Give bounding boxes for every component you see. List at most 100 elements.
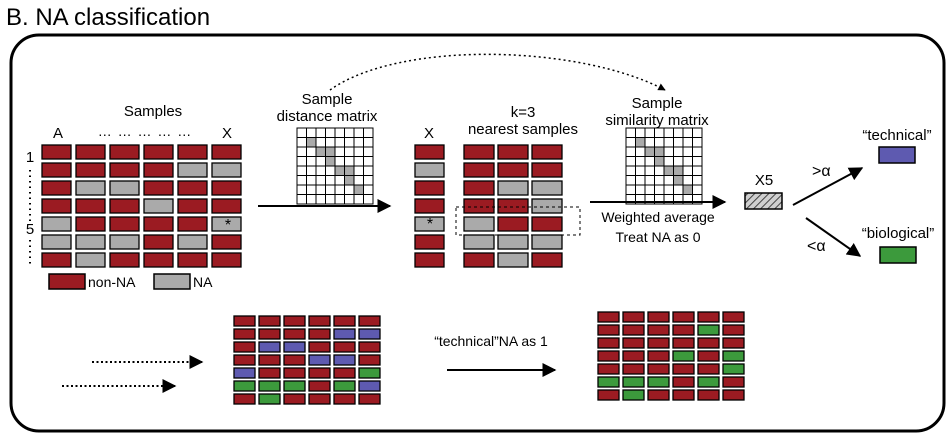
nearest-cell <box>497 252 529 268</box>
distance-matrix-cell <box>363 194 374 205</box>
x-column-label: X <box>424 125 434 142</box>
samples-matrix: Samples A … … … … … X 1 5 * <box>26 103 242 268</box>
matrix-cell <box>41 234 72 250</box>
similarity-matrix-cell <box>644 184 655 195</box>
distance-matrix-cell <box>334 175 345 186</box>
distance-matrix-cell <box>296 156 307 167</box>
distance-matrix-label-line2: distance matrix <box>277 108 378 125</box>
distance-matrix-cell <box>306 146 317 157</box>
matrix-cell <box>41 162 72 178</box>
similarity-matrix-cell <box>625 156 636 167</box>
biological-label: “biological” <box>862 225 935 242</box>
similarity-matrix-cell <box>654 146 665 157</box>
nearest-cell <box>497 180 529 196</box>
imputed-cell <box>622 376 645 388</box>
classified-cell <box>308 380 331 392</box>
distance-matrix-cell <box>296 137 307 148</box>
distance-matrix: Sample distance matrix <box>277 91 378 205</box>
similarity-matrix-cell <box>625 184 636 195</box>
matrix-cell <box>109 198 140 214</box>
distance-matrix-cell <box>344 137 355 148</box>
classified-cell <box>358 315 381 327</box>
nearest-samples-grid <box>463 144 563 268</box>
imputed-cell <box>597 376 620 388</box>
distance-matrix-cell <box>325 127 336 138</box>
similarity-matrix-cell <box>635 156 646 167</box>
x-column: X * <box>414 125 445 268</box>
classified-cell <box>283 354 306 366</box>
similarity-matrix-cell <box>644 127 655 138</box>
biological-arrow <box>805 217 862 257</box>
nearest-cell <box>463 144 495 160</box>
imputed-cell <box>697 376 720 388</box>
nearest-cell <box>463 234 495 250</box>
classified-cell <box>258 341 281 353</box>
distance-matrix-cell <box>344 127 355 138</box>
row-label-5: 5 <box>26 221 34 238</box>
matrix-cell <box>177 162 208 178</box>
less-than-alpha: <α <box>807 238 826 255</box>
nearest-cell <box>531 198 563 214</box>
similarity-matrix-cell <box>682 146 693 157</box>
classified-cell <box>358 354 381 366</box>
matrix-cell <box>41 216 72 232</box>
highlight-row-box <box>455 206 581 236</box>
matrix-cell <box>177 252 208 268</box>
matrix-cell <box>177 198 208 214</box>
classified-cell <box>283 393 306 405</box>
technical-swatch <box>878 146 916 164</box>
imputed-cell <box>697 337 720 349</box>
classified-cell <box>283 380 306 392</box>
distance-matrix-cell <box>315 165 326 176</box>
similarity-matrix-cell <box>635 184 646 195</box>
distance-matrix-cell <box>325 165 336 176</box>
similarity-matrix-cell <box>635 137 646 148</box>
distance-matrix-cell <box>353 184 364 195</box>
similarity-matrix-cell <box>654 184 665 195</box>
matrix-cell <box>143 252 174 268</box>
similarity-matrix: Sample similarity matrix <box>605 95 709 205</box>
imputed-cell <box>722 324 745 336</box>
distance-matrix-cell <box>325 184 336 195</box>
imputed-cell <box>647 363 670 375</box>
distance-matrix-cell <box>296 184 307 195</box>
nearest-cell <box>463 198 495 214</box>
classified-cell <box>308 328 331 340</box>
classified-cell <box>308 341 331 353</box>
nearest-cell <box>531 180 563 196</box>
similarity-matrix-cell <box>625 165 636 176</box>
classified-cell <box>258 354 281 366</box>
imputed-cell <box>647 324 670 336</box>
similarity-matrix-cell <box>644 156 655 167</box>
similarity-matrix-cell <box>692 165 703 176</box>
classified-cell <box>333 341 356 353</box>
similarity-matrix-cell <box>644 137 655 148</box>
distance-matrix-cell <box>353 156 364 167</box>
matrix-cell <box>143 234 174 250</box>
row-label-1: 1 <box>26 149 34 166</box>
similarity-matrix-cell <box>625 175 636 186</box>
classified-cell <box>333 354 356 366</box>
matrix-cell <box>41 252 72 268</box>
classified-cell <box>358 328 381 340</box>
distance-matrix-cell <box>334 127 345 138</box>
nearest-cell <box>497 144 529 160</box>
classified-cell <box>308 315 331 327</box>
x-column-cell <box>414 252 445 268</box>
classified-cell <box>283 315 306 327</box>
imputed-cell <box>622 337 645 349</box>
matrix-cell <box>211 180 242 196</box>
similarity-matrix-cell <box>663 165 674 176</box>
imputed-cell <box>622 363 645 375</box>
matrix-cell <box>211 162 242 178</box>
distance-matrix-cell <box>334 137 345 148</box>
distance-matrix-cell <box>306 175 317 186</box>
greater-than-alpha: >α <box>812 163 831 180</box>
averaged-cell <box>744 192 783 210</box>
distance-matrix-cell <box>296 194 307 205</box>
distance-matrix-cell <box>353 194 364 205</box>
legend-non-na-swatch <box>48 273 86 290</box>
distance-matrix-cell <box>363 127 374 138</box>
column-label-a: A <box>53 125 63 142</box>
nearest-cell <box>463 252 495 268</box>
